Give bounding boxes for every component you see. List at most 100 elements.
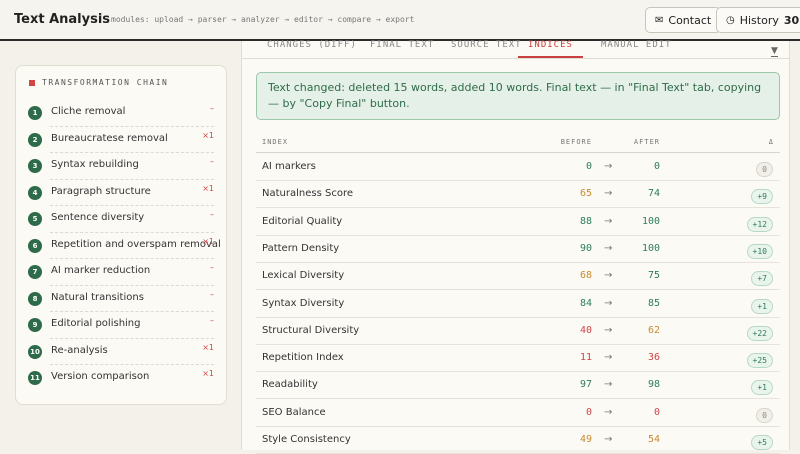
delta-badge: +5 — [751, 435, 773, 450]
history-count: 30 — [783, 13, 800, 27]
modules: modules: upload → parser → analyzer → ed… — [111, 15, 415, 24]
step-label: Version comparison — [51, 371, 150, 382]
row-name: Style Consistency — [262, 434, 351, 445]
row-name: AI markers — [262, 161, 316, 172]
header-line — [256, 152, 780, 153]
arrow: → — [604, 188, 613, 200]
arrow: → — [604, 379, 613, 391]
after-value: 74 — [647, 188, 660, 200]
step-mark: ×1 — [202, 342, 214, 352]
step-mark: – — [210, 263, 214, 272]
step-divider — [50, 178, 214, 180]
delta-badge: 0 — [756, 162, 773, 177]
before-value: 84 — [579, 297, 592, 309]
arrow: → — [604, 324, 613, 336]
row-divider — [256, 289, 780, 291]
step-mark: – — [210, 316, 214, 325]
tab[interactable]: MANUAL EDIT — [601, 40, 672, 50]
tab-bar-line — [242, 58, 789, 59]
before-value: 0 — [585, 406, 592, 418]
tab[interactable]: CHANGES (DIFF) — [267, 40, 357, 50]
step-number: 10 — [28, 344, 42, 359]
history-button[interactable]: ◷ History 30 — [716, 7, 800, 33]
step-number: 8 — [28, 291, 42, 306]
step-divider — [50, 284, 214, 286]
step-mark: – — [210, 289, 214, 299]
row-name: Repetition Index — [262, 352, 344, 364]
row-divider — [256, 425, 780, 427]
contact-button[interactable]: ✉ Contact — [645, 7, 722, 33]
step-number: 2 — [28, 132, 42, 147]
tab[interactable]: INDICES — [518, 40, 583, 58]
before-value: 11 — [579, 352, 592, 364]
delta-badge: +9 — [751, 189, 773, 205]
after-value: 100 — [641, 242, 660, 254]
row-name: Naturalness Score — [262, 188, 353, 200]
step-divider — [50, 152, 214, 153]
row-name: Readability — [262, 379, 318, 391]
step-label: Sentence diversity — [51, 212, 145, 223]
after-value: 75 — [647, 270, 660, 282]
arrow: → — [604, 215, 613, 227]
row-divider — [256, 398, 780, 400]
row-divider — [256, 180, 780, 181]
app-title: Text Analysis — [14, 12, 111, 27]
arrow: → — [604, 242, 613, 254]
step-divider — [50, 258, 214, 259]
delta-badge: +1 — [751, 380, 773, 396]
bullet — [29, 80, 35, 86]
row-divider — [256, 234, 780, 236]
delta-badge: +10 — [746, 243, 773, 259]
step-number: 4 — [28, 185, 42, 200]
sidebar-title: TRANSFORMATION CHAIN — [42, 78, 169, 87]
after-value: 54 — [647, 434, 660, 445]
step-mark: – — [210, 157, 214, 166]
arrow: → — [604, 297, 613, 309]
sidebar — [15, 65, 227, 405]
tab[interactable]: SOURCE TEXT — [451, 40, 522, 50]
tab[interactable]: FINAL TEXT — [370, 40, 435, 50]
delta-badge: 0 — [756, 407, 773, 423]
step-label: Natural transitions — [51, 291, 144, 303]
arrow: → — [604, 161, 613, 172]
step-label: Editorial polishing — [51, 318, 141, 329]
arrow: → — [604, 352, 613, 364]
row-name: Editorial Quality — [262, 215, 343, 227]
delta-badge: +1 — [751, 298, 773, 314]
before-value: 88 — [579, 215, 592, 227]
before-value: 0 — [585, 161, 592, 172]
step-label: Cliche removal — [51, 106, 126, 117]
step-number: 5 — [28, 212, 42, 226]
step-number: 3 — [28, 159, 42, 173]
before-value: 90 — [579, 242, 592, 254]
step-mark: ×1 — [202, 183, 214, 193]
row-divider — [256, 316, 780, 318]
filter-icon[interactable]: ▼ — [771, 46, 778, 57]
step-mark: – — [210, 210, 214, 219]
step-divider — [50, 231, 214, 233]
step-number: 11 — [28, 371, 42, 385]
row-divider — [256, 371, 780, 373]
step-mark: ×1 — [202, 130, 214, 140]
step-number: 9 — [28, 318, 42, 332]
step-label: AI marker reduction — [51, 265, 151, 276]
row-divider — [256, 207, 780, 209]
step-mark: – — [210, 104, 214, 113]
before-value: 40 — [579, 324, 592, 336]
row-name: Lexical Diversity — [262, 270, 345, 282]
column-header: Δ — [768, 138, 774, 146]
column-header: BEFORE — [560, 138, 592, 146]
delta-badge: +22 — [746, 325, 773, 341]
after-value: 0 — [653, 406, 660, 418]
after-value: 98 — [647, 379, 660, 391]
row-name: Structural Diversity — [262, 324, 360, 336]
step-label: Re-analysis — [51, 344, 108, 356]
step-mark: ×1 — [202, 369, 214, 378]
arrow: → — [604, 406, 613, 418]
row-name: Syntax Diversity — [262, 297, 345, 309]
row-divider — [256, 343, 780, 345]
step-label: Repetition and overspam removal — [51, 238, 221, 250]
contact-label: Contact — [668, 13, 712, 27]
before-value: 65 — [579, 188, 592, 200]
notice: Text changed: deleted 15 words, added 10… — [256, 72, 780, 120]
